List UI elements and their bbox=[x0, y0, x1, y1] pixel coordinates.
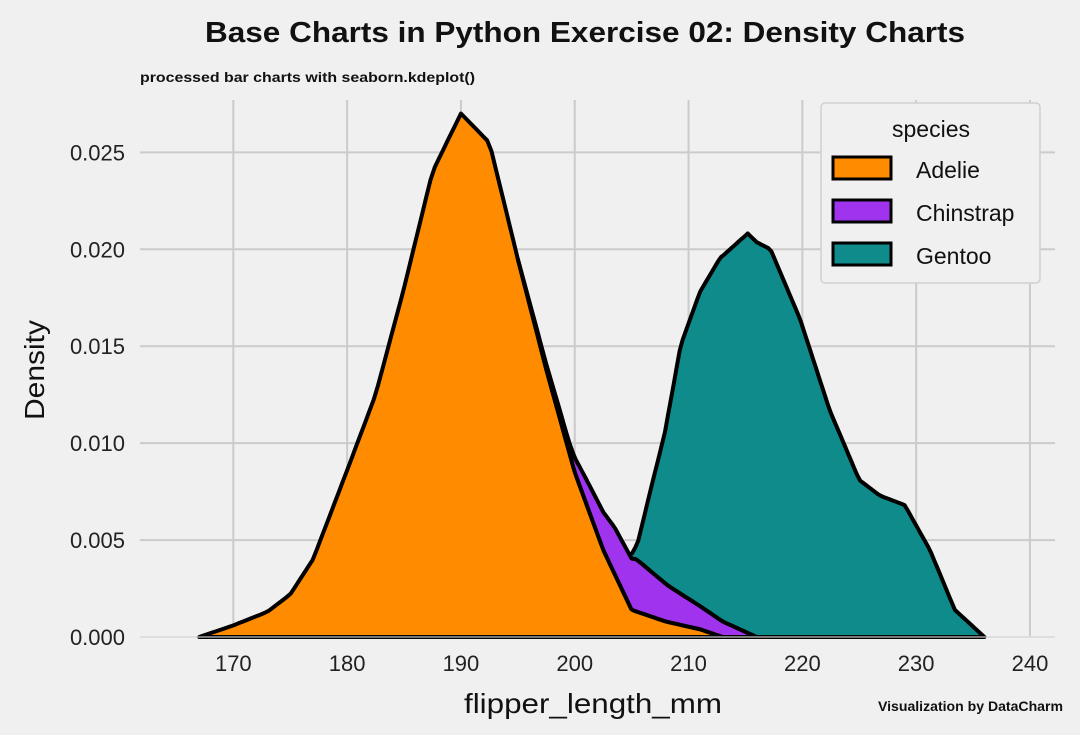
legend-swatch-chinstrap bbox=[831, 198, 893, 224]
legend-title: species bbox=[892, 116, 970, 142]
legend-label-gentoo: Gentoo bbox=[916, 243, 991, 269]
y-tick-label: 0.015 bbox=[70, 334, 125, 359]
y-axis-ticks: 0.000 0.005 0.010 0.015 0.020 0.025 bbox=[70, 140, 125, 650]
x-tick-label: 190 bbox=[443, 651, 480, 676]
density-area-gentoo bbox=[627, 231, 987, 639]
y-tick-label: 0.000 bbox=[70, 625, 125, 650]
legend-box bbox=[820, 102, 1041, 284]
x-tick-label: 240 bbox=[1012, 651, 1049, 676]
legend-swatch-gentoo bbox=[831, 241, 893, 267]
chart-subtitle: processed bar charts with seaborn.kdeplo… bbox=[140, 69, 475, 85]
x-tick-label: 220 bbox=[784, 651, 821, 676]
y-tick-label: 0.010 bbox=[70, 431, 125, 456]
x-axis-ticks: 170 180 190 200 210 220 230 240 bbox=[215, 651, 1048, 676]
legend-label-adelie: Adelie bbox=[916, 157, 980, 183]
y-axis-label: Density bbox=[19, 320, 50, 420]
x-tick-label: 200 bbox=[556, 651, 593, 676]
legend-label-chinstrap: Chinstrap bbox=[916, 200, 1014, 226]
chart-title: Base Charts in Python Exercise 02: Densi… bbox=[205, 17, 965, 49]
legend: species Adelie Chinstrap Gentoo bbox=[820, 102, 1041, 284]
legend-swatch-adelie bbox=[831, 155, 893, 181]
y-tick-label: 0.005 bbox=[70, 528, 125, 553]
x-tick-label: 170 bbox=[215, 651, 252, 676]
x-tick-label: 230 bbox=[898, 651, 935, 676]
density-areas bbox=[140, 111, 1055, 639]
caption: Visualization by DataCharm bbox=[878, 698, 1063, 714]
x-axis-label: flipper_length_mm bbox=[464, 688, 722, 719]
y-tick-label: 0.025 bbox=[70, 140, 125, 165]
y-tick-label: 0.020 bbox=[70, 237, 125, 262]
x-tick-label: 210 bbox=[670, 651, 707, 676]
x-tick-label: 180 bbox=[329, 651, 366, 676]
